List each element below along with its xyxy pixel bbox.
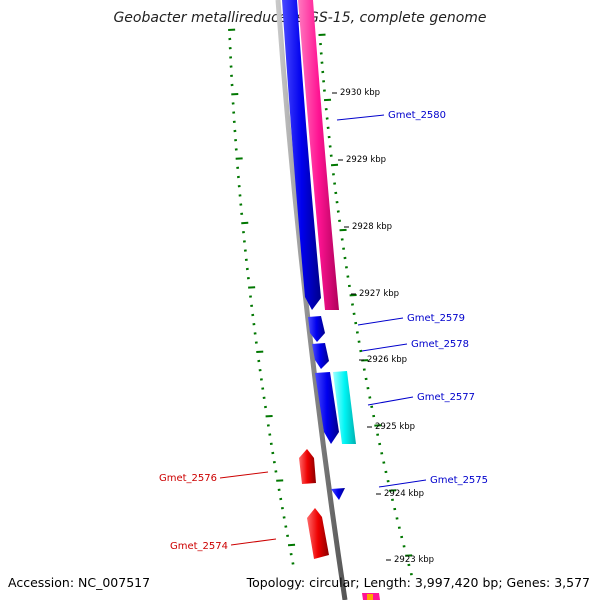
tick-label: 2926 kbp xyxy=(367,355,407,365)
tick-label: 2923 kbp xyxy=(394,555,434,565)
bottom-edge-feature-orange xyxy=(367,594,373,600)
axis-ticks: 2930 kbp 2929 kbp 2928 kbp 2927 kbp 2926 kbp… xyxy=(332,88,434,565)
gene-label-gmet-2577[interactable]: Gmet_2577 xyxy=(417,392,475,403)
gene-feature-gmet-2578-arrow[interactable] xyxy=(312,343,329,369)
tick-label: 2925 kbp xyxy=(375,422,415,432)
gene-leader-line-gmet-2576 xyxy=(219,471,269,479)
gene-leader-line-gmet-2580 xyxy=(336,114,385,121)
gene-feature-gmet-2577-arrow[interactable] xyxy=(315,372,339,444)
rna-feature-pink xyxy=(298,0,339,310)
tick-label: 2928 kbp xyxy=(352,222,392,232)
tick-label: 2930 kbp xyxy=(340,88,380,98)
gene-label-gmet-2575[interactable]: Gmet_2575 xyxy=(430,475,488,486)
reverse-cds-track xyxy=(299,449,329,559)
accession-label: Accession: NC_007517 xyxy=(8,575,151,590)
genome-summary: Topology: circular; Length: 3,997,420 bp… xyxy=(246,575,590,590)
genome-backbone xyxy=(275,0,348,600)
gc-skew-ring xyxy=(228,28,413,576)
misc-feature-cyan xyxy=(333,371,356,444)
other-feature-track xyxy=(298,0,380,600)
gene-label-gmet-2578[interactable]: Gmet_2578 xyxy=(411,339,469,350)
gene-feature-gmet-2575-arrow[interactable] xyxy=(331,488,345,500)
tick-label: 2927 kbp xyxy=(359,289,399,299)
gene-label-gmet-2579[interactable]: Gmet_2579 xyxy=(407,313,465,324)
tick-label: 2924 kbp xyxy=(384,489,424,499)
gene-feature-gmet-2576-arrow[interactable] xyxy=(299,449,316,484)
gene-feature-gmet-2579-arrow[interactable] xyxy=(308,316,325,342)
gene-leader-line-gmet-2578 xyxy=(361,343,408,352)
gene-labels: Gmet_2580 Gmet_2579 Gmet_2578 Gmet_2577 Gmet… xyxy=(159,110,488,552)
gene-leader-line-gmet-2577 xyxy=(367,396,414,406)
gene-label-gmet-2580[interactable]: Gmet_2580 xyxy=(388,110,446,121)
gene-leader-line-gmet-2574 xyxy=(230,538,277,546)
gene-feature-gmet-2574-arrow[interactable] xyxy=(307,508,329,559)
forward-cds-track xyxy=(282,0,345,500)
gene-leader-line-gmet-2579 xyxy=(357,317,404,326)
gene-leader-line-gmet-2575 xyxy=(378,479,427,488)
gene-label-gmet-2574[interactable]: Gmet_2574 xyxy=(170,541,228,552)
gene-label-gmet-2576[interactable]: Gmet_2576 xyxy=(159,473,217,484)
tick-label: 2929 kbp xyxy=(346,155,386,165)
gene-feature-gmet-2580-arrow[interactable] xyxy=(282,0,321,310)
